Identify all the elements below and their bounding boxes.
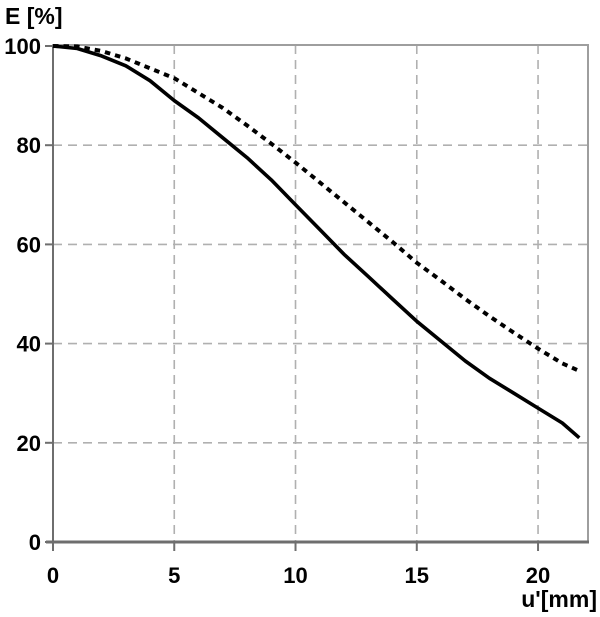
x-tick-label: 10	[283, 563, 307, 588]
x-axis-title: u'[mm]	[521, 586, 597, 612]
y-tick-label: 0	[29, 530, 41, 555]
solid-curve	[52, 44, 581, 440]
y-tick-label: 20	[17, 431, 41, 456]
x-tick-label: 20	[526, 563, 550, 588]
y-tick-label: 80	[17, 133, 41, 158]
y-tick-label: 40	[17, 332, 41, 357]
y-tick-label: 100	[4, 34, 41, 59]
x-tick-label: 0	[47, 563, 59, 588]
dashed-curve	[52, 44, 581, 373]
x-tick-label: 15	[405, 563, 429, 588]
x-tick-label: 5	[168, 563, 180, 588]
y-tick-label: 60	[17, 232, 41, 257]
y-axis-title: E [%]	[5, 3, 63, 29]
